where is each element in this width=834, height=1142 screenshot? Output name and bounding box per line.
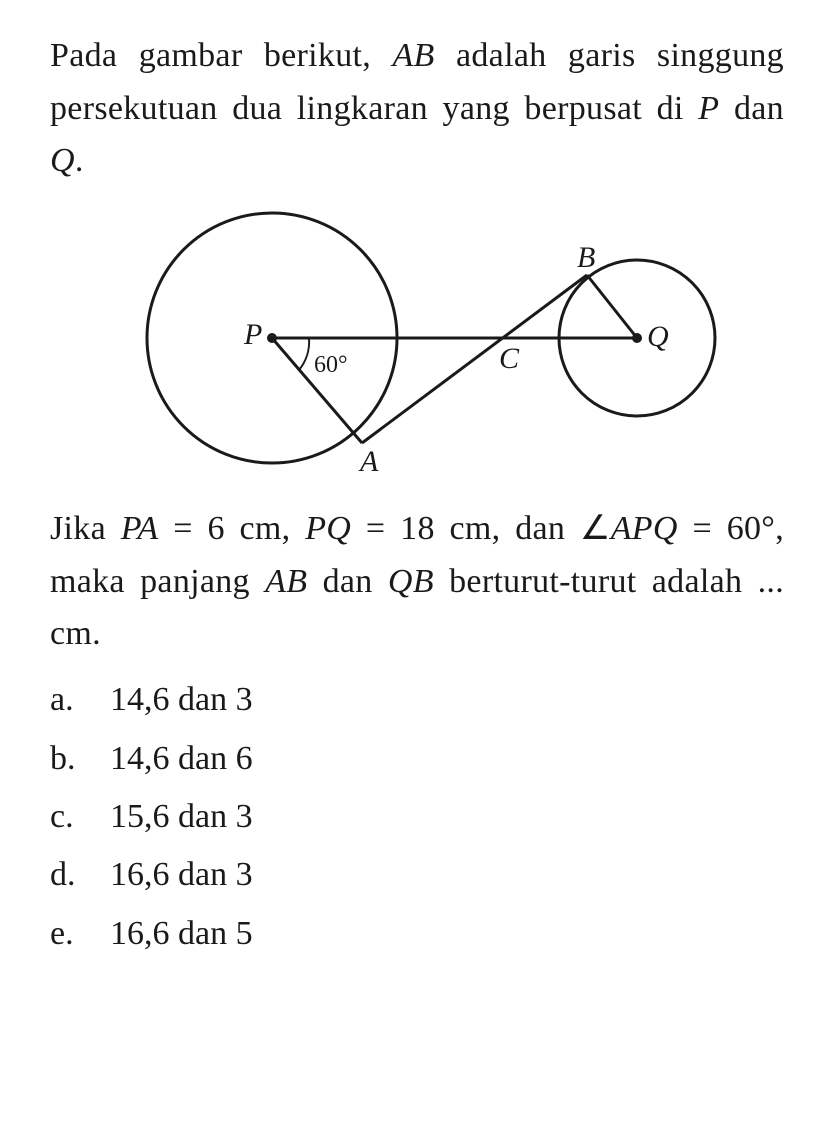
intro-ab: AB [392, 37, 434, 74]
fu-apq: APQ [611, 510, 678, 547]
option-text: 14,6 dan 3 [110, 673, 784, 727]
intro-pre: Pada gambar berikut, [50, 37, 392, 74]
svg-text:Q: Q [647, 320, 669, 353]
option-text: 15,6 dan 3 [110, 790, 784, 844]
fu-ab: AB [265, 563, 307, 600]
option-b: b. 14,6 dan 6 [50, 732, 784, 786]
option-letter: b. [50, 732, 110, 786]
fu-pq: PQ [305, 510, 351, 547]
option-text: 16,6 dan 5 [110, 907, 784, 961]
option-a: a. 14,6 dan 3 [50, 673, 784, 727]
option-letter: d. [50, 848, 110, 902]
intro-and: dan [719, 90, 784, 127]
option-e: e. 16,6 dan 5 [50, 907, 784, 961]
svg-text:P: P [243, 318, 262, 351]
svg-text:B: B [577, 241, 595, 274]
fu-eq1: = 6 cm, [159, 510, 306, 547]
fu-pre: Jika [50, 510, 121, 547]
geometry-diagram: P Q A B C 60° [107, 208, 727, 478]
intro-end: . [75, 142, 84, 179]
option-letter: a. [50, 673, 110, 727]
svg-text:C: C [499, 342, 520, 375]
option-text: 14,6 dan 6 [110, 732, 784, 786]
intro-p: P [698, 90, 719, 127]
fu-pa: PA [121, 510, 159, 547]
intro-q: Q [50, 142, 75, 179]
svg-text:A: A [358, 445, 379, 478]
fu-qb: QB [388, 563, 434, 600]
option-d: d. 16,6 dan 3 [50, 848, 784, 902]
diagram-container: P Q A B C 60° [50, 208, 784, 478]
fu-eq2: = 18 cm, dan ∠ [351, 510, 611, 547]
option-letter: e. [50, 907, 110, 961]
options-list: a. 14,6 dan 3 b. 14,6 dan 6 c. 15,6 dan … [50, 673, 784, 961]
svg-text:60°: 60° [314, 352, 348, 378]
option-letter: c. [50, 790, 110, 844]
question-followup: Jika PA = 6 cm, PQ = 18 cm, dan ∠APQ = 6… [50, 503, 784, 661]
question-intro: Pada gambar berikut, AB adalah garis sin… [50, 30, 784, 188]
option-text: 16,6 dan 3 [110, 848, 784, 902]
option-c: c. 15,6 dan 3 [50, 790, 784, 844]
fu-and: dan [307, 563, 388, 600]
